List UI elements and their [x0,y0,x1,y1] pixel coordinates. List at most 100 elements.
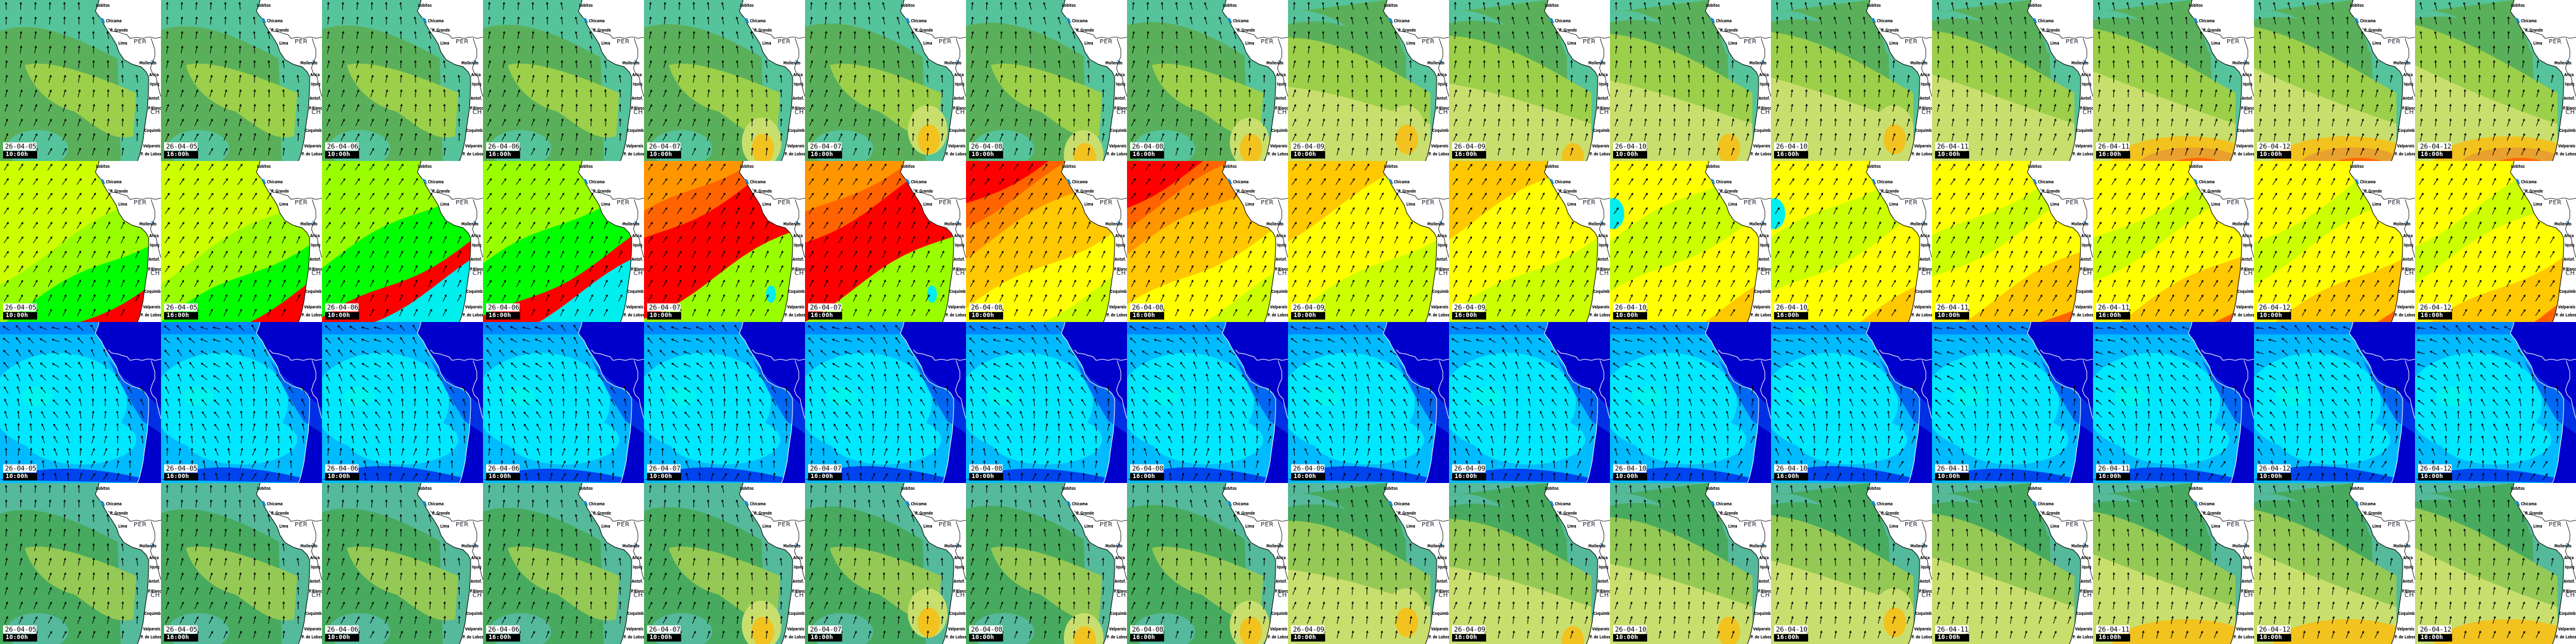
city-label: Antof. [2081,96,2092,101]
city-label: Iquiq [150,565,160,570]
city-label: Coquimb [2076,611,2093,616]
map-canvas [1610,0,1771,161]
wind-map-tile[interactable]: 26-04-11 16:00h [2093,322,2254,483]
wind-map-tile[interactable]: 26-04-08 16:00h [1127,322,1288,483]
swell-period-map-tile[interactable]: Lobitos Chicama P. Grande Lima Mollendo Arica… [2415,161,2576,322]
swell-period-map-tile[interactable]: Lobitos Chicama P. Grande Lima Mollendo Arica… [966,161,1127,322]
forecast-date-label: 26-04-11 [2096,303,2130,311]
city-label: Coquimb [305,611,322,616]
city-label: Mollendo [944,61,962,66]
country-label: PER [939,199,952,206]
city-label: Valparais [304,627,321,632]
swell-height-map-tile[interactable]: Lobitos Chicama P. Grande Lima Mollendo Arica… [966,0,1127,161]
city-label: Iquiq [1760,565,1770,570]
swell-period-map-tile[interactable]: Lobitos Chicama P. Grande Lima Mollendo Arica… [2254,161,2415,322]
swell-period-map-tile[interactable]: Lobitos Chicama P. Grande Lima Mollendo Arica… [805,161,966,322]
wind-map-tile[interactable]: 26-04-12 16:00h [2415,322,2576,483]
city-label: Coquimb [2237,289,2254,294]
swell-period-map-tile[interactable]: Lobitos Chicama P. Grande Lima Mollendo Arica… [1771,161,1932,322]
swell-height-alt-map-tile[interactable]: Lobitos Chicama P. Grande Lima Mollendo Arica… [322,483,483,644]
swell-height-map-tile[interactable]: Lobitos Chicama P. Grande Lima Mollendo Arica… [2093,0,2254,161]
city-label: Valparais [2236,144,2253,149]
swell-period-map-tile[interactable]: Lobitos Chicama P. Grande Lima Mollendo Arica… [1127,161,1288,322]
swell-height-map-tile[interactable]: Lobitos Chicama P. Grande Lima Mollendo Arica… [322,0,483,161]
swell-height-map-tile[interactable]: Lobitos Chicama P. Grande Lima Mollendo Arica… [1127,0,1288,161]
city-label: Valparais [1270,144,1287,149]
swell-period-map-tile[interactable]: Lobitos Chicama P. Grande Lima Mollendo Arica… [322,161,483,322]
swell-height-alt-map-tile[interactable]: Lobitos Chicama P. Grande Lima Mollendo Arica… [2254,483,2415,644]
swell-height-alt-map-tile[interactable]: Lobitos Chicama P. Grande Lima Mollendo Arica… [1610,483,1771,644]
city-label: Lima [1245,41,1255,46]
swell-period-map-tile[interactable]: Lobitos Chicama P. Grande Lima Mollendo Arica… [161,161,322,322]
wind-map-tile[interactable]: 26-04-10 16:00h [1771,322,1932,483]
swell-height-map-tile[interactable]: Lobitos Chicama P. Grande Lima Mollendo Arica… [2415,0,2576,161]
wind-map-tile[interactable]: 26-04-11 10:00h [1932,322,2093,483]
wind-map-tile[interactable]: 26-04-07 10:00h [644,322,805,483]
city-label: P. de Lobos [1268,635,1288,640]
wind-map-tile[interactable]: 26-04-07 16:00h [805,322,966,483]
swell-height-alt-map-tile[interactable]: Lobitos Chicama P. Grande Lima Mollendo Arica… [1127,483,1288,644]
swell-height-alt-map-tile[interactable]: Lobitos Chicama P. Grande Lima Mollendo Arica… [1449,483,1610,644]
swell-height-alt-map-tile[interactable]: Lobitos Chicama P. Grande Lima Mollendo Arica… [0,483,161,644]
wind-map-tile[interactable]: 26-04-05 10:00h [0,322,161,483]
city-label: Valparais [143,627,160,632]
city-label: P. de Lobos [1912,635,1932,640]
wind-map-tile[interactable]: 26-04-10 10:00h [1610,322,1771,483]
city-label: Lima [440,524,450,529]
city-label: P. Grande [110,511,128,516]
city-label: Lima [2211,41,2221,46]
swell-period-map-tile[interactable]: Lobitos Chicama P. Grande Lima Mollendo Arica… [1610,161,1771,322]
city-label: P. de Lobos [785,152,805,157]
wind-map-tile[interactable]: 26-04-06 10:00h [322,322,483,483]
country-label: CH [2565,592,2575,599]
country-label: PER [295,38,308,45]
city-label: P. Grande [1720,189,1738,194]
swell-height-alt-map-tile[interactable]: Lobitos Chicama P. Grande Lima Mollendo Arica… [1771,483,1932,644]
wind-map-tile[interactable]: 26-04-06 16:00h [483,322,644,483]
swell-height-alt-map-tile[interactable]: Lobitos Chicama P. Grande Lima Mollendo Arica… [2093,483,2254,644]
country-label: CH [1599,270,1609,277]
swell-height-alt-map-tile[interactable]: Lobitos Chicama P. Grande Lima Mollendo Arica… [161,483,322,644]
swell-period-map-tile[interactable]: Lobitos Chicama P. Grande Lima Mollendo Arica… [1932,161,2093,322]
swell-height-map-tile[interactable]: Lobitos Chicama P. Grande Lima Mollendo Arica… [1771,0,1932,161]
city-label: Arica [954,555,964,560]
swell-height-map-tile[interactable]: Lobitos Chicama P. Grande Lima Mollendo Arica… [1288,0,1449,161]
swell-period-map-tile[interactable]: Lobitos Chicama P. Grande Lima Mollendo Arica… [2093,161,2254,322]
swell-height-map-tile[interactable]: Lobitos Chicama P. Grande Lima Mollendo Arica… [805,0,966,161]
city-label: P.Blanc [631,267,644,272]
swell-height-map-tile[interactable]: Lobitos Chicama P. Grande Lima Mollendo Arica… [2254,0,2415,161]
swell-height-map-tile[interactable]: Lobitos Chicama P. Grande Lima Mollendo Arica… [644,0,805,161]
swell-height-alt-map-tile[interactable]: Lobitos Chicama P. Grande Lima Mollendo Arica… [644,483,805,644]
forecast-time-label: 16:00h [1774,473,1808,481]
city-label: P. de Lobos [946,313,966,318]
wind-map-tile[interactable]: 26-04-12 10:00h [2254,322,2415,483]
swell-height-map-tile[interactable]: Lobitos Chicama P. Grande Lima Mollendo Arica… [1932,0,2093,161]
swell-period-map-tile[interactable]: Lobitos Chicama P. Grande Lima Mollendo Arica… [483,161,644,322]
swell-period-map-tile[interactable]: Lobitos Chicama P. Grande Lima Mollendo Arica… [644,161,805,322]
map-canvas [1288,161,1449,322]
swell-height-map-tile[interactable]: Lobitos Chicama P. Grande Lima Mollendo Arica… [1449,0,1610,161]
city-label: Lobitos [1706,486,1720,491]
swell-height-alt-map-tile[interactable]: Lobitos Chicama P. Grande Lima Mollendo Arica… [1288,483,1449,644]
wind-map-tile[interactable]: 26-04-09 10:00h [1288,322,1449,483]
city-label: Valparais [2558,627,2575,632]
swell-height-alt-map-tile[interactable]: Lobitos Chicama P. Grande Lima Mollendo Arica… [966,483,1127,644]
swell-period-map-tile[interactable]: Lobitos Chicama P. Grande Lima Mollendo Arica… [1449,161,1610,322]
swell-period-map-tile[interactable]: Lobitos Chicama P. Grande Lima Mollendo Arica… [1288,161,1449,322]
city-label: Coquimb [2076,128,2093,133]
swell-height-alt-map-tile[interactable]: Lobitos Chicama P. Grande Lima Mollendo Arica… [483,483,644,644]
country-label: CH [1277,270,1287,277]
swell-height-map-tile[interactable]: Lobitos Chicama P. Grande Lima Mollendo Arica… [1610,0,1771,161]
swell-height-map-tile[interactable]: Lobitos Chicama P. Grande Lima Mollendo Arica… [483,0,644,161]
swell-height-map-tile[interactable]: Lobitos Chicama P. Grande Lima Mollendo Arica… [0,0,161,161]
wind-map-tile[interactable]: 26-04-05 16:00h [161,322,322,483]
wind-map-tile[interactable]: 26-04-08 10:00h [966,322,1127,483]
swell-height-alt-map-tile[interactable]: Lobitos Chicama P. Grande Lima Mollendo Arica… [1932,483,2093,644]
swell-period-map-tile[interactable]: Lobitos Chicama P. Grande Lima Mollendo Arica… [0,161,161,322]
city-label: Iquiq [311,82,321,87]
country-label: CH [794,109,804,116]
swell-height-alt-map-tile[interactable]: Lobitos Chicama P. Grande Lima Mollendo Arica… [2415,483,2576,644]
swell-height-map-tile[interactable]: Lobitos Chicama P. Grande Lima Mollendo Arica… [161,0,322,161]
wind-map-tile[interactable]: 26-04-09 16:00h [1449,322,1610,483]
swell-height-alt-map-tile[interactable]: Lobitos Chicama P. Grande Lima Mollendo Arica… [805,483,966,644]
